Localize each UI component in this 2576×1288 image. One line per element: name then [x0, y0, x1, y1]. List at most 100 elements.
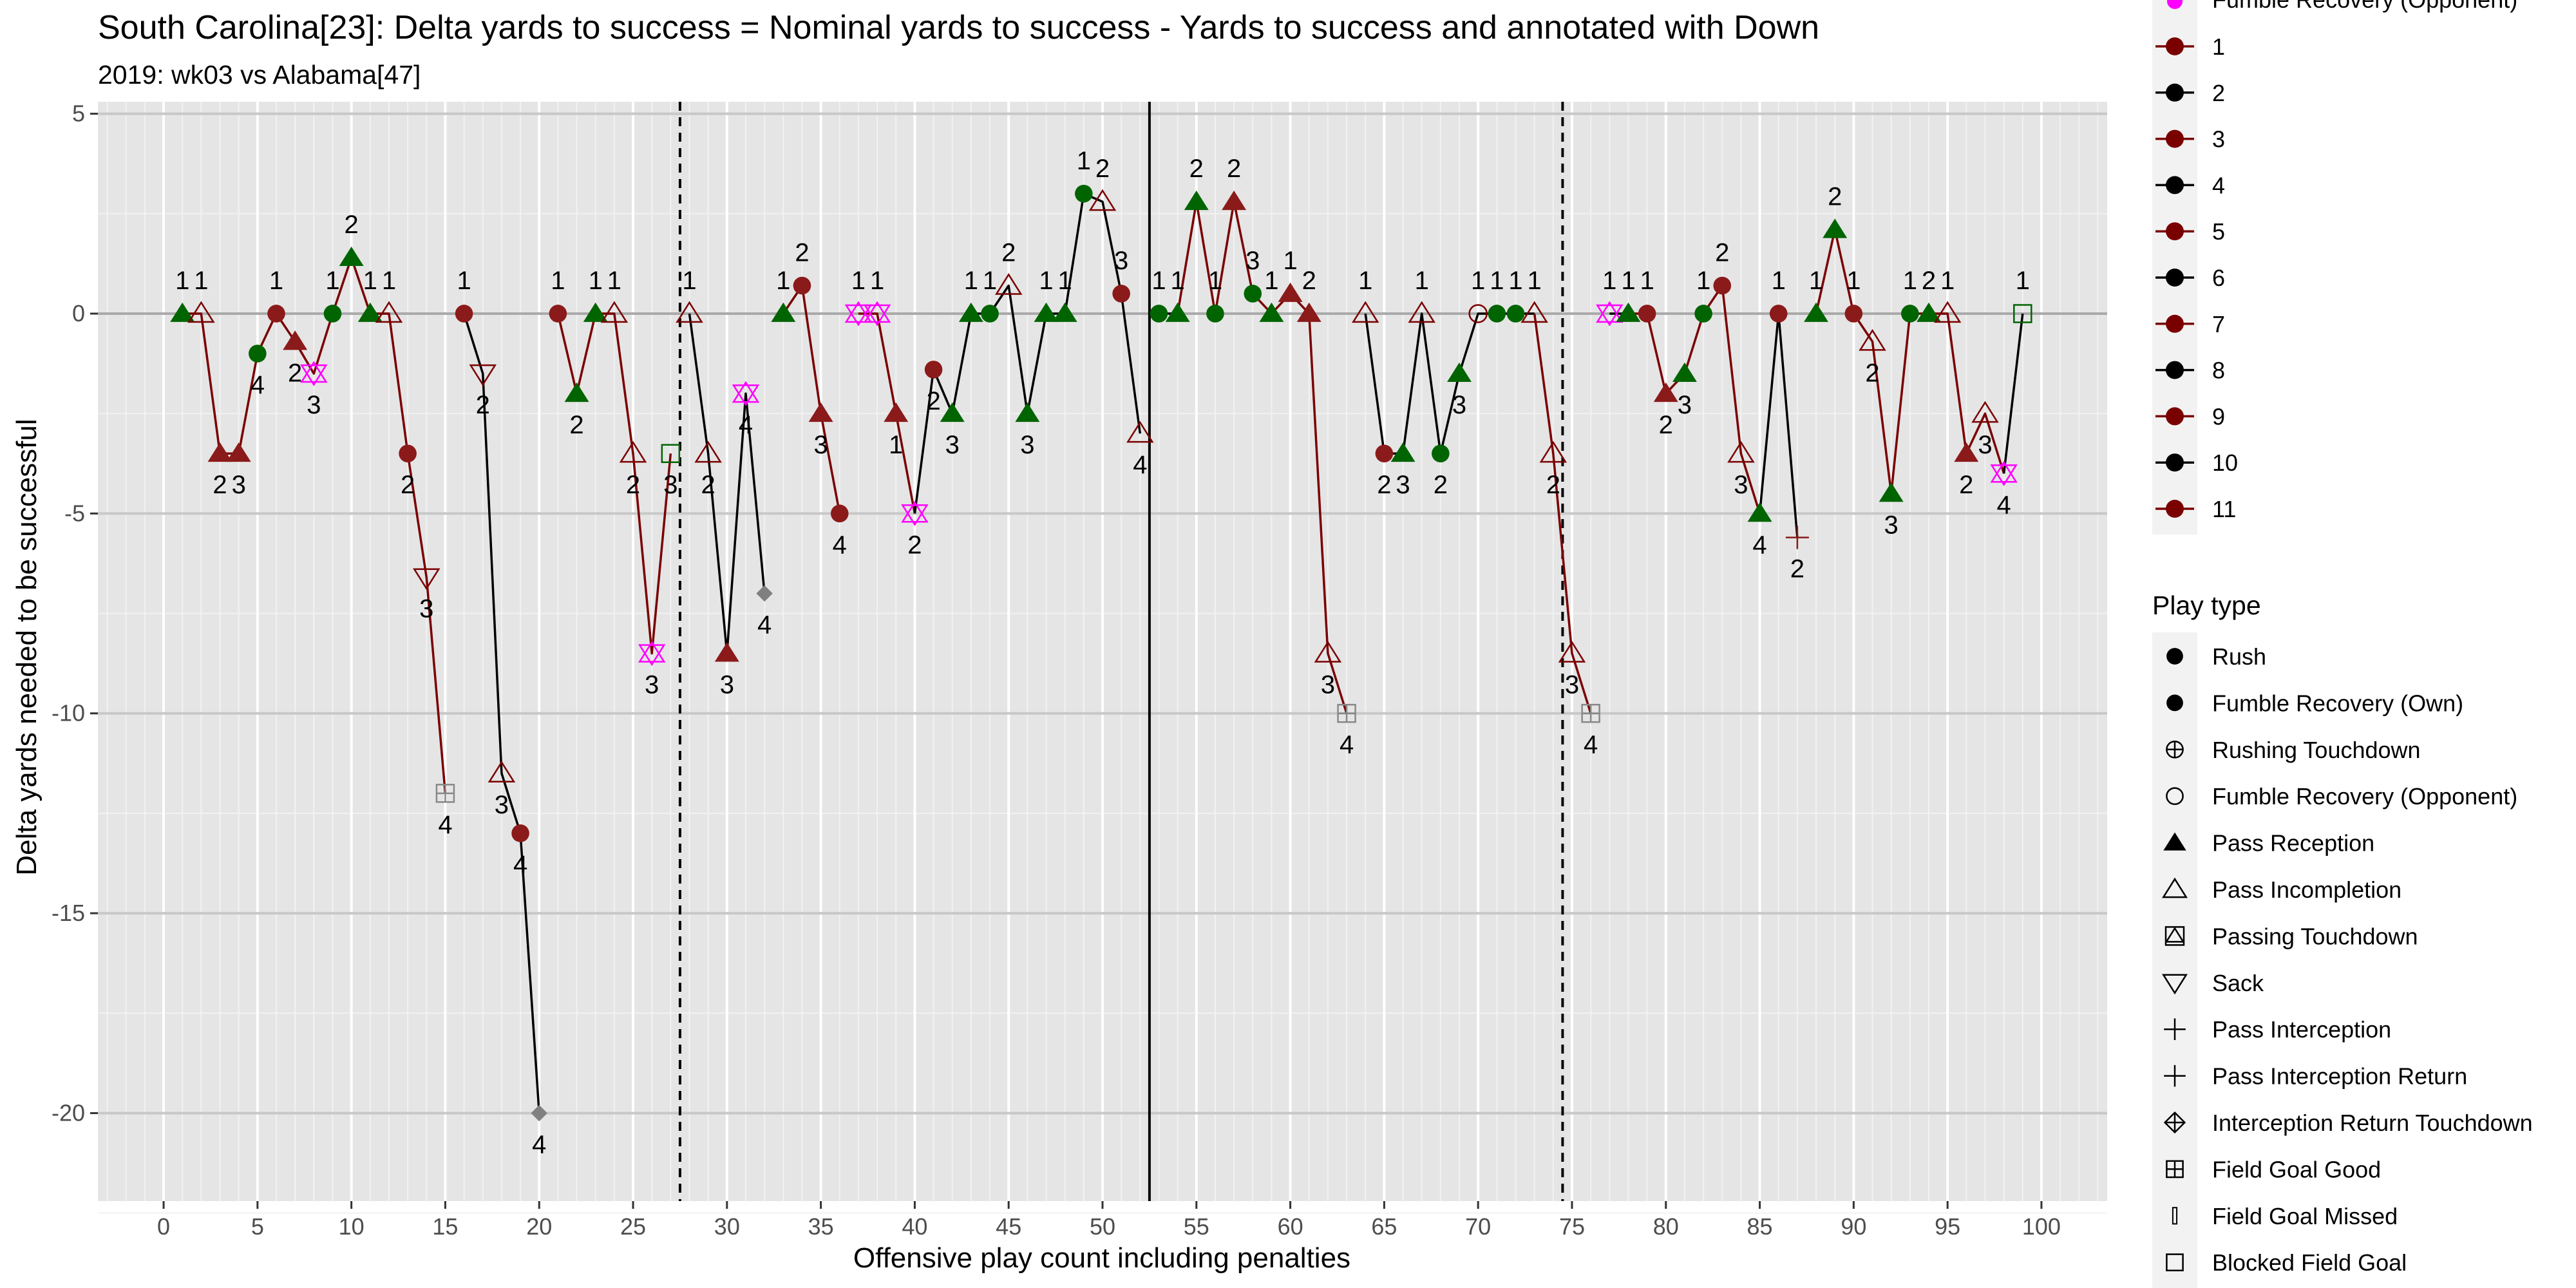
down-label: 1: [1151, 267, 1166, 295]
point-marker: [714, 642, 739, 662]
point-marker: [170, 302, 195, 322]
point-marker: [1150, 305, 1168, 323]
point-marker: [1804, 302, 1829, 322]
marker-triangle: [1184, 190, 1209, 211]
marker-circle: [267, 305, 285, 323]
x-tick-label: 100: [2022, 1213, 2061, 1240]
legend-item-label: Passing Touchdown: [2212, 923, 2418, 949]
series-line: [2002, 313, 2024, 474]
legend-item-label: 4: [2212, 172, 2225, 198]
down-label: 2: [1865, 359, 1879, 387]
marker-triangle-open: [1558, 641, 1586, 663]
point-marker: [2164, 1065, 2186, 1087]
point-marker: [267, 305, 285, 323]
marker-triangle-open: [1596, 301, 1624, 323]
marker-triangle: [1222, 190, 1247, 211]
point-marker: [1447, 362, 1472, 383]
legend-item-label: Field Goal Missed: [2212, 1203, 2398, 1229]
legend-item-label: Sack: [2212, 970, 2264, 996]
point-marker: [375, 301, 403, 323]
x-tick-label: 75: [1559, 1213, 1585, 1240]
point-marker: [1112, 285, 1130, 303]
down-label: 1: [1283, 247, 1297, 275]
down-label: 3: [307, 391, 321, 419]
marker-triangle: [1804, 302, 1829, 322]
legend-key-marker: [2166, 361, 2184, 379]
point-marker: [1520, 301, 1548, 323]
marker-triangle-open: [1088, 189, 1117, 211]
x-tick-label: 20: [526, 1213, 552, 1240]
down-label: 1: [1208, 267, 1222, 295]
marker-triangle: [357, 302, 383, 322]
down-label: 2: [926, 387, 940, 415]
down-label: 1: [682, 267, 696, 295]
legend-play-type: Play type Rush Fumble Recovery (Own) Rushin…: [2152, 591, 2533, 1288]
point-marker: [1785, 526, 1809, 549]
marker-triangle-down: [413, 568, 440, 591]
down-label: 2: [476, 391, 490, 419]
point-marker: [1581, 703, 1600, 723]
marker-triangle: [1278, 282, 1303, 302]
point-marker: [1337, 703, 1356, 723]
marker-circle: [455, 305, 473, 323]
legend-key-marker: [2166, 453, 2184, 472]
marker-triangle-open: [844, 301, 873, 323]
point-marker: [1314, 641, 1342, 663]
marker-triangle: [1447, 362, 1472, 383]
point-marker: [1165, 302, 1190, 322]
legend-down: Fumble Recovery (Opponent) 1 2 3 4 5 6 7 8 9 10 11: [2152, 0, 2517, 535]
point-marker: [600, 301, 629, 323]
down-label: 3: [1020, 431, 1034, 459]
marker-triangle: [1747, 502, 1772, 522]
point-marker: [300, 361, 328, 386]
down-label: 3: [1396, 471, 1410, 499]
marker-triangle: [1823, 218, 1848, 238]
marker-triangle-open: [1539, 440, 1567, 463]
marker-triangle: [958, 302, 983, 322]
marker-triangle: [1653, 382, 1678, 402]
point-marker: [1954, 442, 1979, 462]
down-label: 2: [1922, 267, 1936, 295]
point-marker: [1184, 190, 1209, 211]
marker-circle: [1075, 184, 1093, 203]
x-tick-label: 35: [808, 1213, 834, 1240]
down-label: 3: [945, 431, 960, 459]
legend-key-marker: [2166, 37, 2184, 55]
y-tick-label: -15: [52, 900, 85, 926]
point-marker: [1713, 276, 1732, 295]
marker-triangle-open: [1126, 421, 1154, 443]
x-tick-label: 10: [339, 1213, 365, 1240]
down-label: 1: [1602, 267, 1616, 295]
legend-key-bg: [2152, 632, 2197, 1288]
marker-circle-open: [1468, 304, 1488, 323]
point-marker: [2013, 304, 2032, 323]
legend-key-marker: [2166, 176, 2184, 194]
point-marker: [455, 305, 473, 323]
marker-diamond: [756, 585, 773, 602]
marker-diamond: [531, 1104, 547, 1122]
down-label: 3: [419, 595, 433, 623]
point-marker: [958, 302, 983, 322]
point-marker: [1971, 401, 1999, 423]
point-marker: [511, 824, 529, 842]
point-marker: [924, 361, 943, 379]
marker-triangle-open: [1990, 460, 2018, 483]
marker-triangle-open: [676, 301, 703, 323]
down-label: 2: [1377, 471, 1391, 499]
down-label: 3: [1734, 471, 1748, 499]
marker-triangle: [564, 382, 589, 402]
down-label: 2: [1715, 239, 1729, 267]
marker-triangle-open: [1351, 301, 1379, 323]
x-tick-label: 0: [157, 1213, 170, 1240]
point-marker: [323, 305, 342, 323]
down-label: 3: [495, 791, 509, 819]
axes: 0 5 10 15 20 25 30 35 40 45 50 55 60 65 70 75 80 85 90 95 10…: [52, 100, 2061, 1240]
marker-triangle-open: [1408, 301, 1435, 323]
marker-triangle: [339, 246, 364, 267]
point-marker: [1126, 421, 1154, 443]
marker-circle: [549, 305, 567, 323]
point-marker: [2166, 787, 2184, 806]
x-axis-label: Offensive play count including penalties: [853, 1242, 1350, 1274]
legend-item-label: 7: [2212, 311, 2225, 337]
